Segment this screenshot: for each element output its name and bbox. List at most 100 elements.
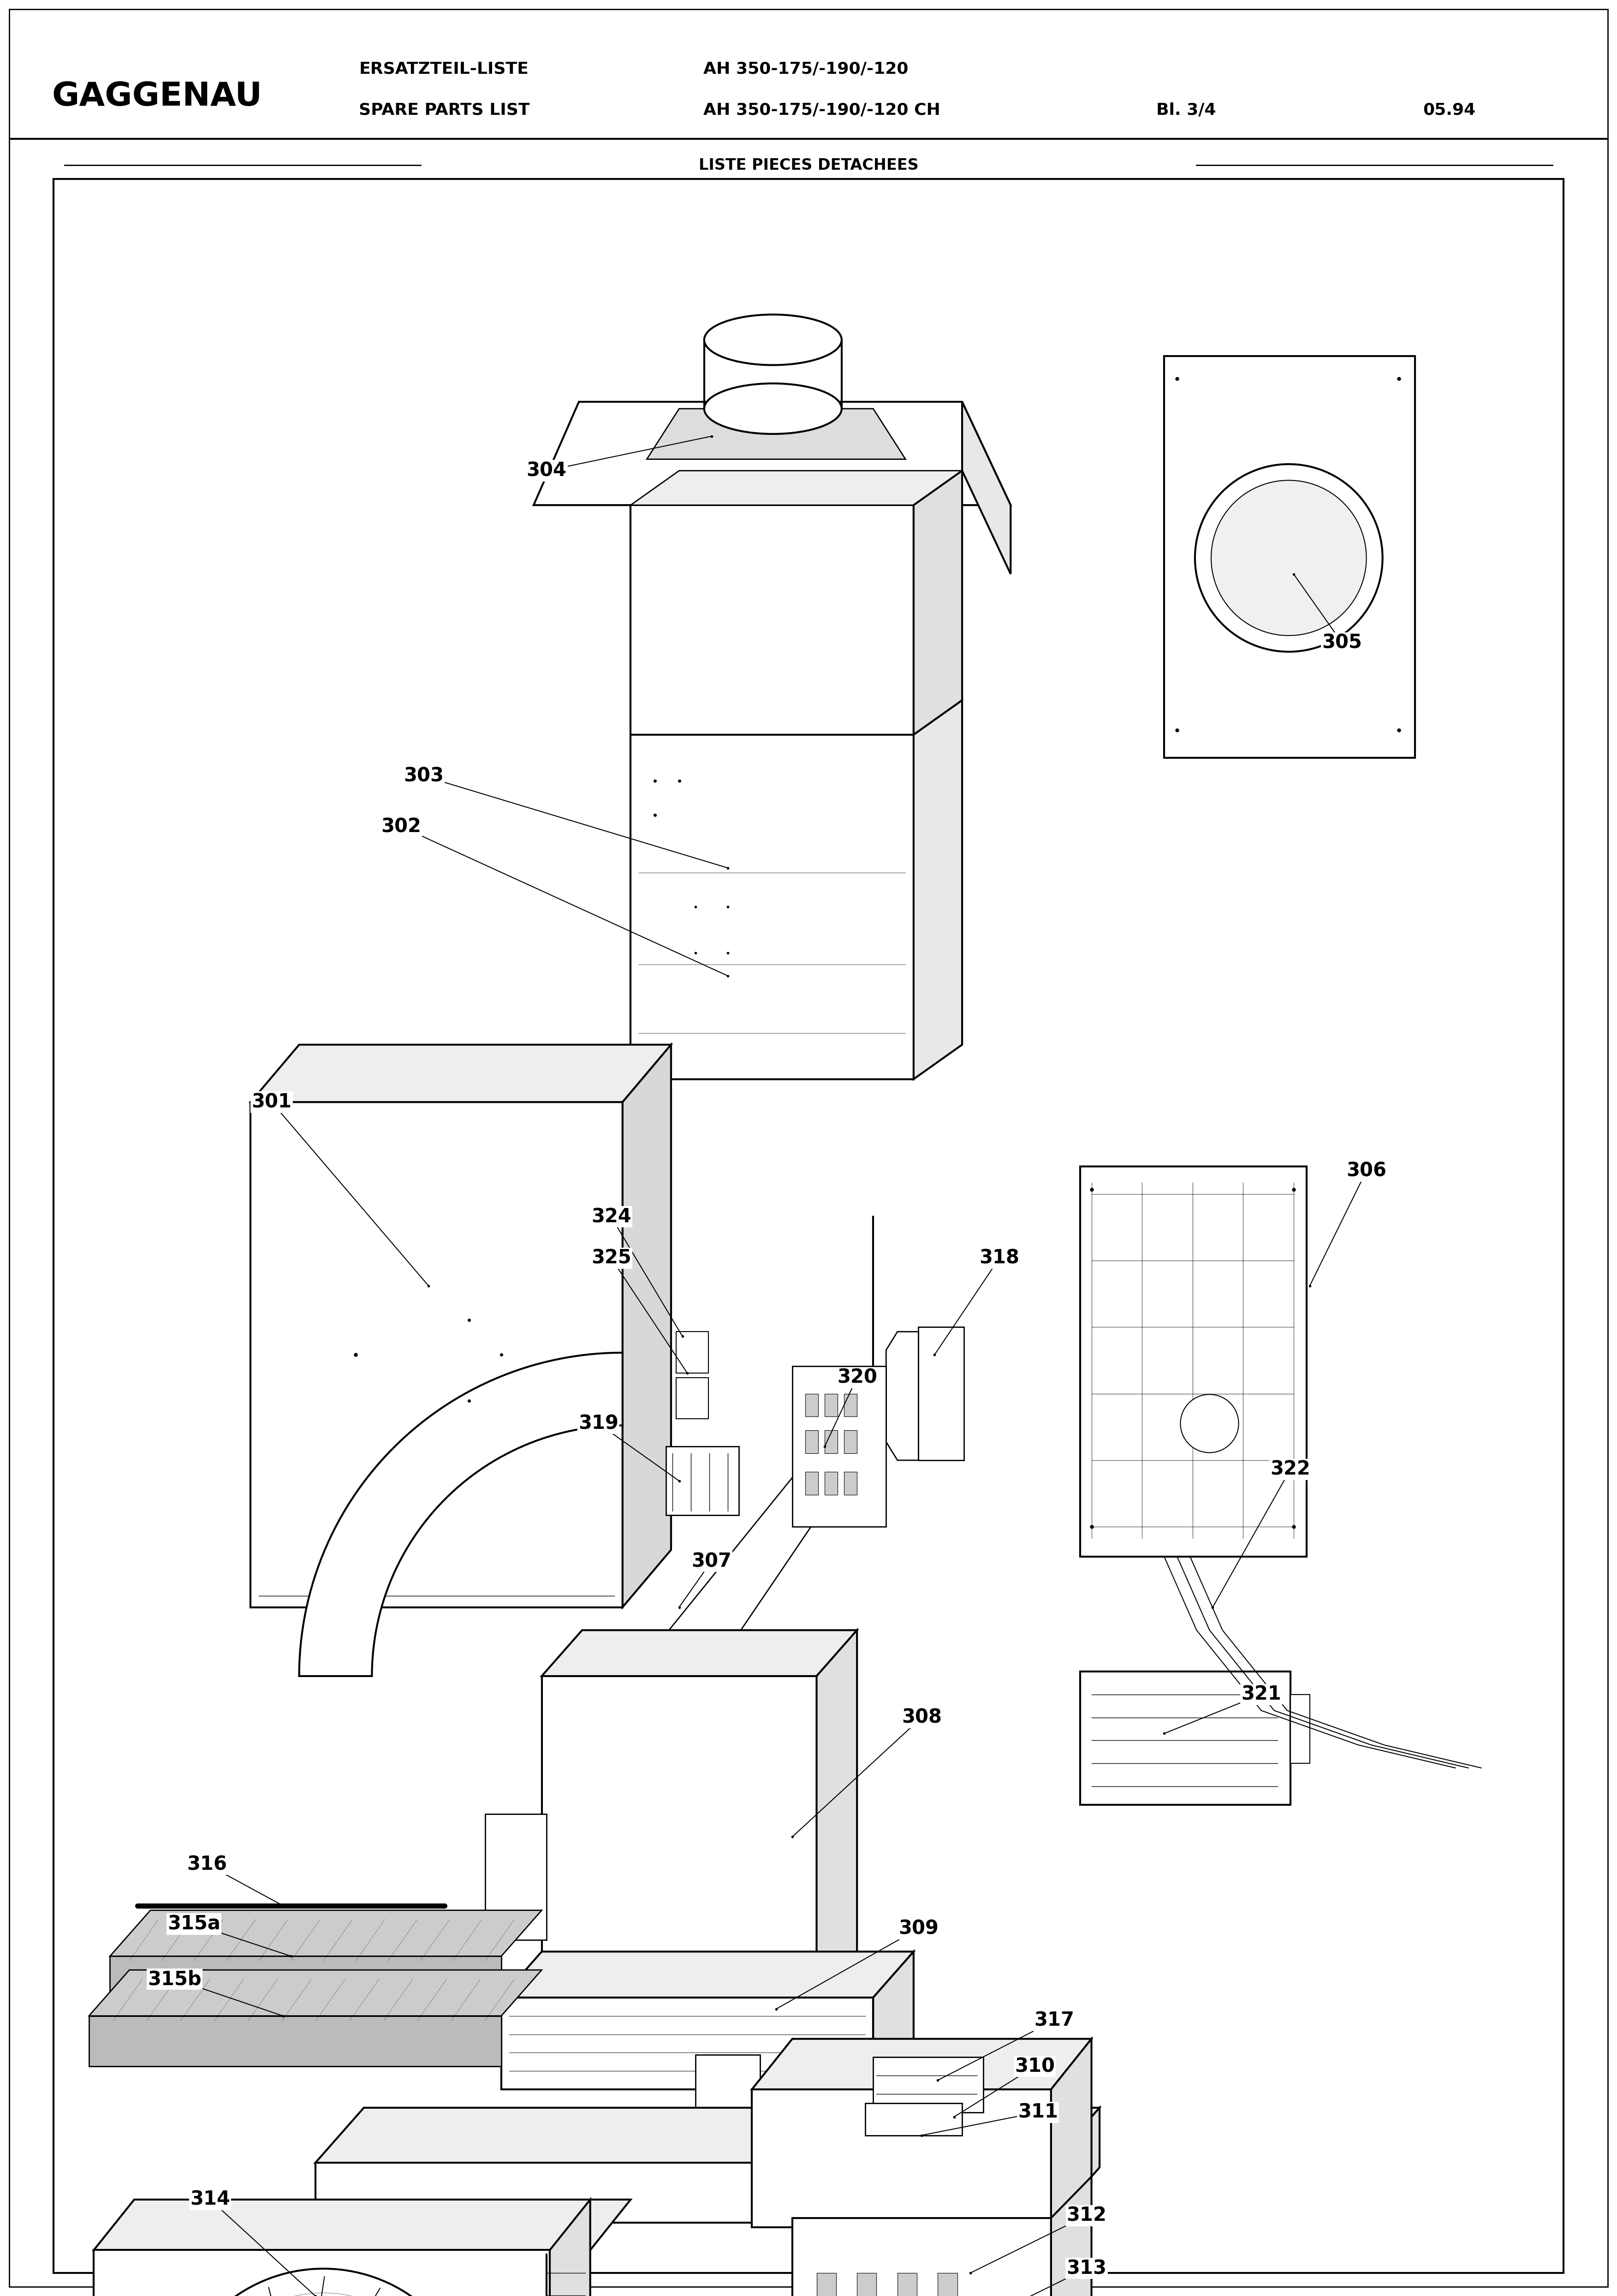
Text: ERSATZTEIL-LISTE: ERSATZTEIL-LISTE xyxy=(359,62,529,76)
Text: 315b: 315b xyxy=(147,1970,202,1988)
Text: LISTE PIECES DETACHEES: LISTE PIECES DETACHEES xyxy=(699,158,918,172)
Polygon shape xyxy=(631,505,914,735)
Bar xyxy=(805,1394,818,1417)
Polygon shape xyxy=(886,1332,918,1460)
Polygon shape xyxy=(94,2200,631,2250)
Bar xyxy=(485,1814,547,1940)
Bar xyxy=(844,1430,857,1453)
Text: 317: 317 xyxy=(1035,2011,1074,2030)
Text: 320: 320 xyxy=(838,1368,876,1387)
Text: 306: 306 xyxy=(1347,1162,1386,1180)
Polygon shape xyxy=(501,1998,873,2089)
Bar xyxy=(817,2273,836,2296)
Text: 313: 313 xyxy=(1067,2259,1106,2278)
Bar xyxy=(844,1394,857,1417)
Bar xyxy=(1290,1694,1310,1763)
Text: 316: 316 xyxy=(188,1855,226,1874)
Polygon shape xyxy=(251,1045,671,1102)
Polygon shape xyxy=(623,1045,671,1607)
Polygon shape xyxy=(534,402,1011,505)
Bar xyxy=(805,1430,818,1453)
Bar xyxy=(1164,356,1415,758)
Text: 312: 312 xyxy=(1067,2206,1106,2225)
Ellipse shape xyxy=(703,315,841,365)
Text: 321: 321 xyxy=(1242,1685,1281,1704)
Polygon shape xyxy=(501,1952,914,1998)
Text: 301: 301 xyxy=(252,1093,291,1111)
Text: 309: 309 xyxy=(899,1919,938,1938)
Polygon shape xyxy=(89,2016,501,2066)
Polygon shape xyxy=(550,2200,590,2296)
Polygon shape xyxy=(1051,2039,1091,2227)
Bar xyxy=(825,1394,838,1417)
Bar xyxy=(805,1472,818,1495)
Circle shape xyxy=(1211,480,1366,636)
Bar xyxy=(676,1378,708,1419)
Text: 305: 305 xyxy=(1323,634,1362,652)
Polygon shape xyxy=(251,1102,623,1607)
Text: 311: 311 xyxy=(1019,2103,1058,2122)
Text: 324: 324 xyxy=(592,1208,631,1226)
Text: 05.94: 05.94 xyxy=(1423,103,1476,117)
Text: 314: 314 xyxy=(191,2190,230,2209)
Polygon shape xyxy=(817,1630,857,1998)
Polygon shape xyxy=(89,1970,542,2016)
Polygon shape xyxy=(914,700,962,1079)
Bar xyxy=(938,2273,957,2296)
Text: GAGGENAU: GAGGENAU xyxy=(52,80,262,113)
Polygon shape xyxy=(110,1956,501,1993)
Circle shape xyxy=(1195,464,1383,652)
Text: 325: 325 xyxy=(592,1249,631,1267)
Polygon shape xyxy=(315,2163,1051,2223)
Text: 310: 310 xyxy=(1015,2057,1054,2076)
Text: 322: 322 xyxy=(1271,1460,1310,1479)
Text: Bl. 3/4: Bl. 3/4 xyxy=(1156,103,1216,117)
Polygon shape xyxy=(631,735,914,1079)
Bar xyxy=(1080,1166,1307,1557)
Polygon shape xyxy=(792,2218,1051,2296)
Circle shape xyxy=(1180,1394,1239,1453)
Bar xyxy=(792,1366,886,1527)
Polygon shape xyxy=(1051,2177,1091,2296)
Polygon shape xyxy=(752,2089,1051,2227)
Polygon shape xyxy=(110,1910,542,1956)
Bar xyxy=(666,1446,739,1515)
Bar xyxy=(897,2273,917,2296)
Circle shape xyxy=(170,2268,477,2296)
Ellipse shape xyxy=(703,383,841,434)
Polygon shape xyxy=(1051,2108,1100,2223)
Bar xyxy=(1080,1671,1290,1805)
Text: 303: 303 xyxy=(404,767,443,785)
Text: 308: 308 xyxy=(902,1708,941,1727)
Bar xyxy=(825,1472,838,1495)
Text: AH 350-175/-190/-120: AH 350-175/-190/-120 xyxy=(703,62,909,76)
Polygon shape xyxy=(914,471,962,735)
Text: 319: 319 xyxy=(579,1414,618,1433)
Polygon shape xyxy=(623,1378,873,1745)
Text: 315a: 315a xyxy=(168,1915,220,1933)
Bar xyxy=(857,2273,876,2296)
Polygon shape xyxy=(962,402,1011,574)
Bar xyxy=(865,2103,962,2135)
Text: 318: 318 xyxy=(980,1249,1019,1267)
Polygon shape xyxy=(299,1352,623,1676)
Polygon shape xyxy=(631,471,962,505)
Polygon shape xyxy=(647,409,906,459)
Polygon shape xyxy=(542,1676,817,1998)
Bar xyxy=(844,1472,857,1495)
Polygon shape xyxy=(94,2250,550,2296)
Text: AH 350-175/-190/-120 CH: AH 350-175/-190/-120 CH xyxy=(703,103,941,117)
Text: SPARE PARTS LIST: SPARE PARTS LIST xyxy=(359,103,530,117)
Bar xyxy=(873,2057,983,2112)
Bar xyxy=(676,1332,708,1373)
Polygon shape xyxy=(315,2108,1100,2163)
Bar xyxy=(825,1430,838,1453)
Polygon shape xyxy=(542,1630,857,1676)
Text: 302: 302 xyxy=(382,817,420,836)
Polygon shape xyxy=(873,1952,914,2089)
Text: 304: 304 xyxy=(527,461,566,480)
Bar xyxy=(695,2055,760,2135)
Polygon shape xyxy=(752,2039,1091,2089)
Text: 307: 307 xyxy=(692,1552,731,1570)
Bar xyxy=(918,1327,964,1460)
